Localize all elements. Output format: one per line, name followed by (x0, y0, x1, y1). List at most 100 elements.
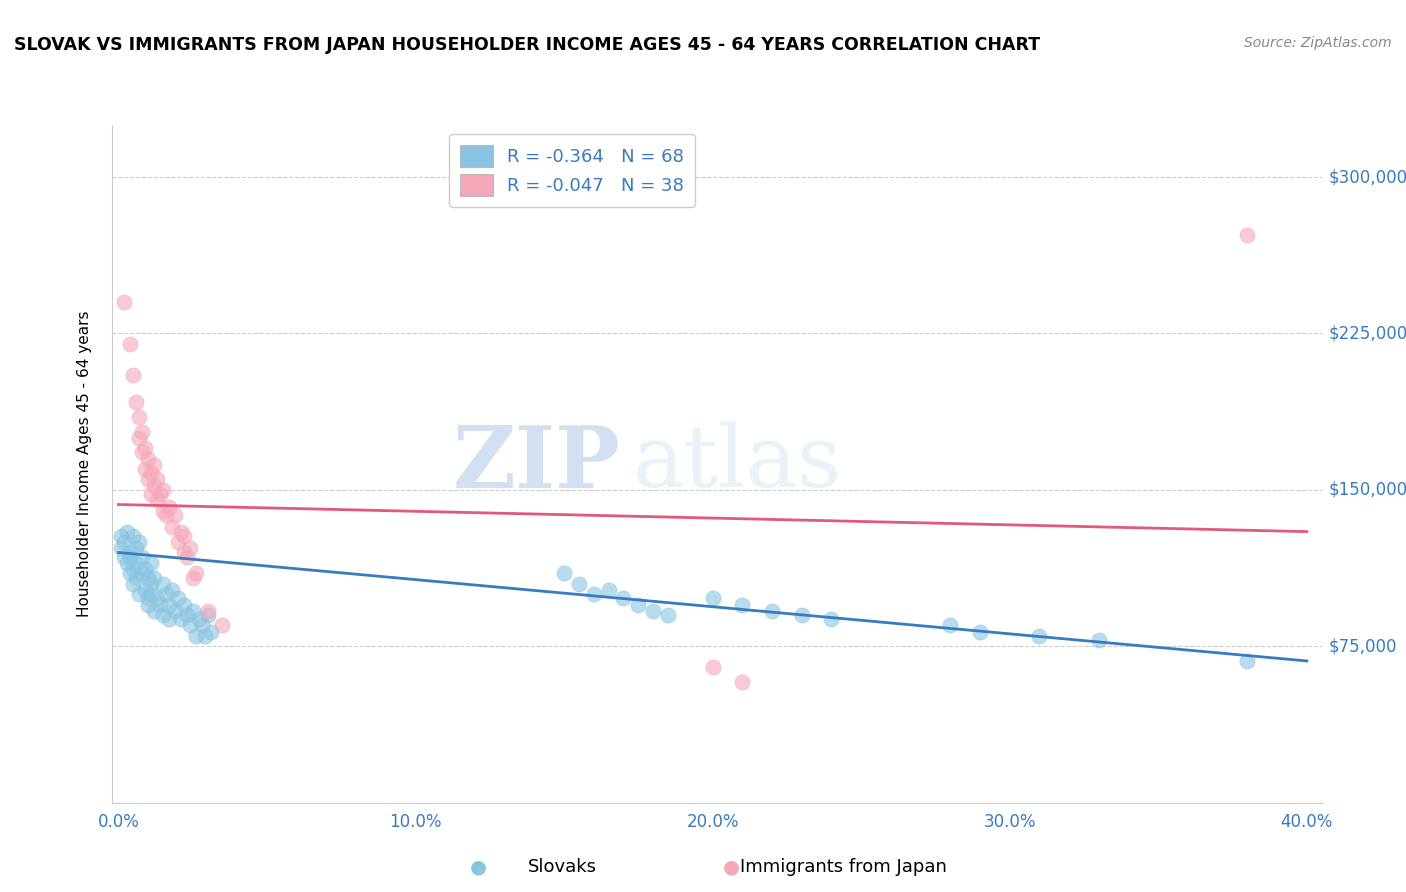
Point (117, 524, 139, 539)
Point (136, 451, 159, 466)
Y-axis label: Householder Income Ages 45 - 64 years: Householder Income Ages 45 - 64 years (77, 310, 91, 617)
Point (939, 618, 962, 632)
Point (136, 591, 159, 606)
Point (181, 570, 204, 584)
Point (125, 395, 148, 409)
Text: ZIP: ZIP (453, 422, 620, 506)
Point (152, 504, 174, 518)
Text: $75,000: $75,000 (1329, 638, 1398, 656)
Point (110, 541, 132, 556)
Point (134, 462, 156, 476)
Point (170, 612, 193, 626)
Point (170, 524, 193, 539)
Point (155, 508, 177, 522)
Point (160, 582, 183, 597)
Point (143, 570, 166, 584)
Text: Slovaks: Slovaks (527, 858, 598, 876)
Point (125, 541, 148, 556)
Point (187, 612, 209, 626)
Point (211, 618, 233, 632)
Point (163, 604, 186, 618)
Point (152, 608, 174, 623)
Point (194, 629, 217, 643)
Point (181, 604, 204, 618)
Point (176, 549, 198, 564)
Point (820, 612, 842, 626)
Point (1088, 633, 1111, 648)
Point (122, 368, 145, 383)
Point (136, 570, 159, 584)
Point (149, 598, 172, 612)
Point (131, 566, 153, 581)
Point (173, 529, 195, 543)
Point (173, 545, 195, 559)
Point (120, 337, 142, 351)
Point (125, 556, 148, 570)
Point (128, 409, 150, 424)
Point (157, 598, 180, 612)
Point (184, 566, 207, 581)
Point (131, 425, 153, 439)
Point (969, 624, 991, 639)
Point (1028, 629, 1050, 643)
Point (166, 535, 188, 549)
Point (117, 556, 139, 570)
Point (761, 604, 783, 618)
Point (197, 604, 219, 618)
Point (120, 545, 142, 559)
Point (197, 608, 219, 623)
Point (184, 629, 207, 643)
Point (112, 295, 135, 310)
Point (128, 431, 150, 445)
Point (582, 587, 605, 601)
Point (179, 618, 201, 632)
Text: atlas: atlas (633, 422, 842, 506)
Point (143, 458, 166, 472)
Point (146, 591, 169, 606)
Point (1236, 654, 1258, 668)
Point (166, 591, 188, 606)
Point (702, 660, 724, 674)
Point (190, 618, 212, 632)
Text: ●: ● (723, 857, 740, 877)
Point (112, 549, 135, 564)
Point (179, 541, 201, 556)
Point (146, 493, 169, 508)
Point (125, 570, 148, 584)
Point (157, 612, 180, 626)
Point (128, 587, 150, 601)
Point (139, 587, 162, 601)
Point (122, 529, 145, 543)
Text: SLOVAK VS IMMIGRANTS FROM JAPAN HOUSEHOLDER INCOME AGES 45 - 64 YEARS CORRELATIO: SLOVAK VS IMMIGRANTS FROM JAPAN HOUSEHOL… (14, 36, 1040, 54)
Point (568, 576, 591, 591)
Point (110, 529, 132, 543)
Point (152, 576, 174, 591)
Point (134, 582, 156, 597)
Point (1236, 228, 1258, 243)
Point (731, 674, 754, 689)
Point (731, 598, 754, 612)
Point (139, 576, 162, 591)
Legend: R = -0.364   N = 68, R = -0.047   N = 38: R = -0.364 N = 68, R = -0.047 N = 38 (450, 134, 695, 207)
Text: $225,000: $225,000 (1329, 325, 1406, 343)
Point (627, 598, 650, 612)
Point (160, 520, 183, 534)
Point (120, 566, 142, 581)
Point (152, 483, 174, 497)
Point (128, 535, 150, 549)
Text: Immigrants from Japan: Immigrants from Japan (740, 858, 948, 876)
Point (200, 624, 222, 639)
Text: $150,000: $150,000 (1329, 481, 1406, 499)
Point (139, 556, 162, 570)
Point (643, 604, 665, 618)
Point (176, 608, 198, 623)
Point (163, 508, 186, 522)
Point (134, 562, 156, 576)
Point (139, 487, 162, 501)
Point (155, 587, 177, 601)
Point (139, 467, 162, 481)
Point (131, 549, 153, 564)
Point (136, 473, 159, 487)
Point (173, 598, 195, 612)
Point (143, 604, 166, 618)
